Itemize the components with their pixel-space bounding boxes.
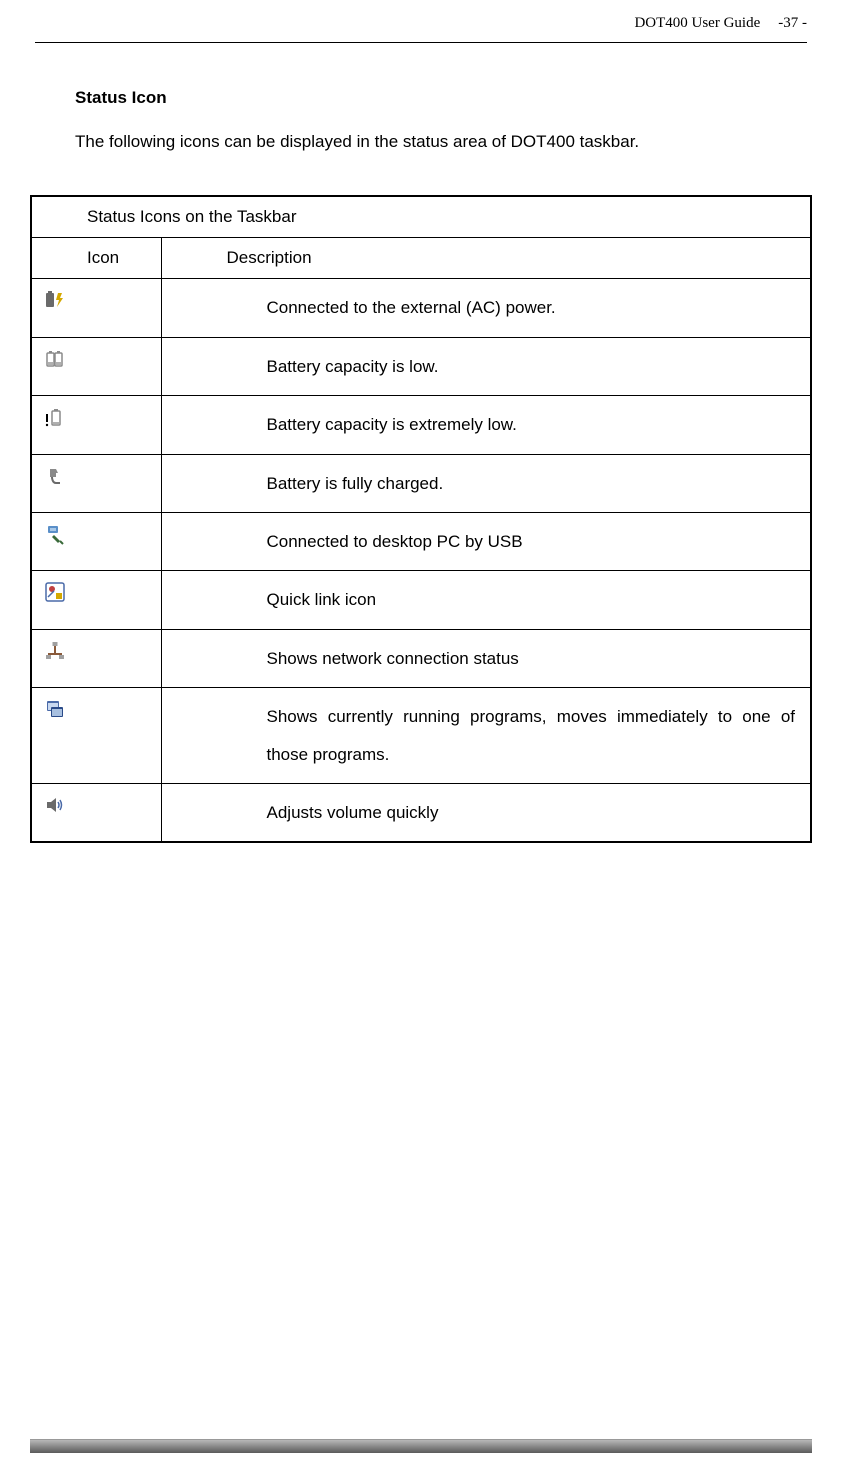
volume-icon (44, 794, 66, 816)
icon-cell (31, 337, 161, 395)
guide-title: DOT400 User Guide (634, 15, 760, 32)
icon-cell (31, 688, 161, 784)
page-header: DOT400 User Guide -37 - (0, 0, 842, 42)
table-row: Adjusts volume quickly (31, 783, 811, 842)
icon-cell (31, 396, 161, 454)
running-programs-icon (44, 698, 66, 720)
icon-column-header: Icon (31, 238, 161, 279)
description-cell: Battery is fully charged. (161, 454, 811, 512)
section-title: Status Icon (75, 88, 767, 108)
table-row: Connected to the external (AC) power. (31, 279, 811, 337)
description-cell: Shows network connection status (161, 629, 811, 687)
footer-bar (30, 1439, 812, 1453)
network-status-icon (44, 640, 66, 662)
table-row: Battery capacity is low. (31, 337, 811, 395)
ac-power-icon (44, 289, 66, 311)
description-cell: Shows currently running programs, moves … (161, 688, 811, 784)
quick-link-icon (44, 581, 66, 603)
table-row: Shows currently running programs, moves … (31, 688, 811, 784)
usb-connect-icon (44, 523, 66, 545)
table-title: Status Icons on the Taskbar (31, 196, 811, 238)
table-row: Battery capacity is extremely low. (31, 396, 811, 454)
icon-cell (31, 629, 161, 687)
table-row: Battery is fully charged. (31, 454, 811, 512)
description-cell: Battery capacity is extremely low. (161, 396, 811, 454)
content-area: Status Icon The following icons can be d… (0, 43, 842, 160)
description-cell: Connected to the external (AC) power. (161, 279, 811, 337)
table-row: Quick link icon (31, 571, 811, 629)
description-cell: Quick link icon (161, 571, 811, 629)
description-cell: Battery capacity is low. (161, 337, 811, 395)
description-cell: Adjusts volume quickly (161, 783, 811, 842)
icon-cell (31, 454, 161, 512)
table-title-row: Status Icons on the Taskbar (31, 196, 811, 238)
icon-cell (31, 512, 161, 570)
icon-cell (31, 783, 161, 842)
battery-full-icon (44, 465, 66, 487)
table-row: Shows network connection status (31, 629, 811, 687)
description-cell: Connected to desktop PC by USB (161, 512, 811, 570)
battery-very-low-icon (44, 406, 66, 428)
description-column-header: Description (161, 238, 811, 279)
page-number: -37 - (778, 15, 807, 32)
status-icons-table: Status Icons on the Taskbar Icon Descrip… (30, 195, 812, 843)
table-row: Connected to desktop PC by USB (31, 512, 811, 570)
icon-cell (31, 279, 161, 337)
intro-text: The following icons can be displayed in … (75, 123, 767, 160)
column-header-row: Icon Description (31, 238, 811, 279)
icon-cell (31, 571, 161, 629)
battery-low-icon (44, 348, 66, 370)
